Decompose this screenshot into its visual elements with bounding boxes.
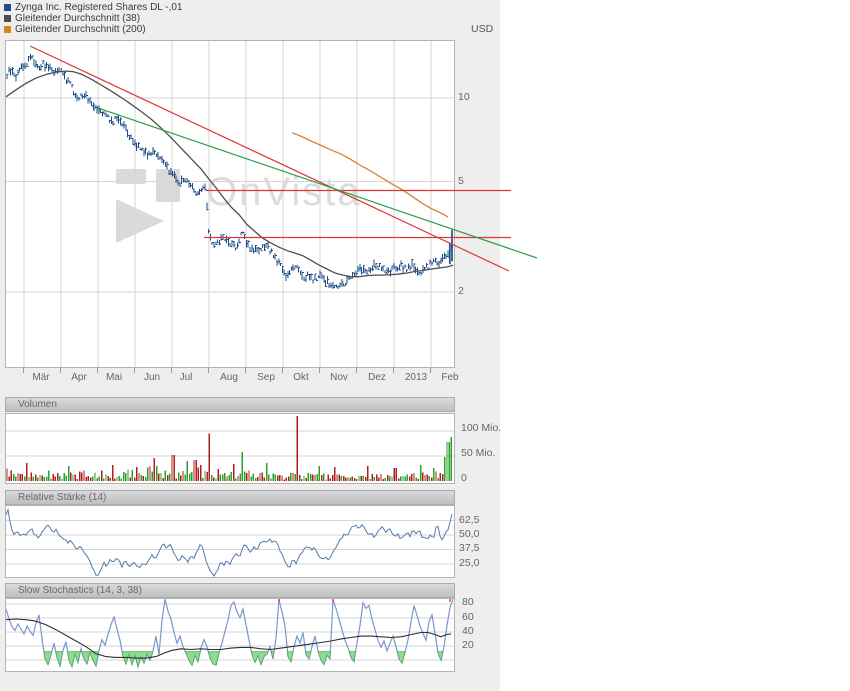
stoch-axis-label: 40 (462, 624, 474, 637)
stochastics-panel-header: Slow Stochastics (14, 3, 38) (5, 583, 455, 598)
currency-label: USD (471, 23, 494, 35)
volume-axis-label: 100 Mio. (461, 422, 502, 434)
x-axis-tick (97, 368, 98, 373)
x-axis-label-Mär: Mär (32, 372, 50, 383)
x-axis-tick (356, 368, 357, 373)
volume-plot (5, 413, 455, 484)
legend-row-price: Zynga Inc. Registered Shares DL -,01 (4, 2, 183, 13)
x-axis-label-Mai: Mai (105, 372, 123, 383)
rsi-axis-label: 37,5 (459, 542, 480, 555)
stochastics-panel-title: Slow Stochastics (14, 3, 38) (18, 585, 142, 596)
x-axis-tick (282, 368, 283, 373)
rsi-panel-header: Relative Stärke (14) (5, 490, 455, 505)
legend-label-ma38: Gleitender Durchschnitt (38) (15, 13, 141, 24)
x-axis-label-Okt: Okt (293, 372, 309, 383)
x-axis-label-Feb: Feb (441, 372, 459, 383)
stoch-axis-label: 60 (462, 610, 474, 623)
onvista-chart-widget: Zynga Inc. Registered Shares DL -,01 Gle… (0, 0, 502, 691)
x-axis-label-Apr: Apr (71, 372, 87, 383)
ma38-series-swatch-icon (4, 15, 11, 22)
ma200-series-swatch-icon (4, 26, 11, 33)
rsi-axis-label: 25,0 (459, 556, 480, 569)
x-axis-tick (134, 368, 135, 373)
volume-canvas (6, 416, 454, 481)
legend: Zynga Inc. Registered Shares DL -,01 Gle… (4, 2, 183, 35)
x-axis-label-Dez: Dez (368, 372, 386, 383)
x-axis-tick (23, 368, 24, 373)
stoch-axis-label: 80 (462, 596, 474, 609)
volume-axis-label: 50 Mio. (461, 447, 496, 459)
x-axis-label-Aug: Aug (220, 372, 238, 383)
volume-panel-header: Volumen (5, 397, 455, 412)
price-axis-label-5: 5 (458, 174, 464, 187)
x-axis-tick (245, 368, 246, 373)
x-axis-tick (60, 368, 61, 373)
x-axis-label-Jun: Jun (143, 372, 161, 383)
legend-label-price: Zynga Inc. Registered Shares DL -,01 (15, 2, 183, 13)
price-chart-canvas: OnVista (6, 41, 454, 367)
rsi-axis-label: 50,0 (459, 528, 480, 540)
stochastics-plot (5, 598, 455, 672)
legend-label-ma200: Gleitender Durchschnitt (200) (15, 24, 146, 35)
x-axis-tick (208, 368, 209, 373)
x-axis-label-Nov: Nov (330, 372, 348, 383)
x-axis-tick (171, 368, 172, 373)
rsi-panel-title: Relative Stärke (14) (18, 492, 107, 503)
price-axis-label-2: 2 (458, 284, 464, 297)
price-chart-plot: OnVista (5, 40, 455, 368)
x-axis-label-2013: 2013 (404, 372, 428, 383)
volume-panel-title: Volumen (18, 399, 57, 410)
stochastics-canvas (6, 599, 454, 669)
x-axis-tick (393, 368, 394, 373)
x-axis-tick (319, 368, 320, 373)
legend-row-ma200: Gleitender Durchschnitt (200) (4, 24, 183, 35)
volume-axis-label: 0 (461, 472, 467, 484)
rsi-plot (5, 505, 455, 578)
watermark-text: OnVista (206, 170, 362, 214)
rsi-canvas (6, 507, 454, 577)
legend-row-ma38: Gleitender Durchschnitt (38) (4, 13, 183, 24)
x-axis-tick (430, 368, 431, 373)
stoch-axis-label: 20 (462, 639, 474, 651)
price-axis-label-10: 10 (458, 91, 470, 103)
rsi-axis-label: 62,5 (459, 513, 480, 526)
price-series-swatch-icon (4, 4, 11, 11)
x-axis-label-Sep: Sep (257, 372, 275, 383)
x-axis-label-Jul: Jul (179, 372, 193, 383)
